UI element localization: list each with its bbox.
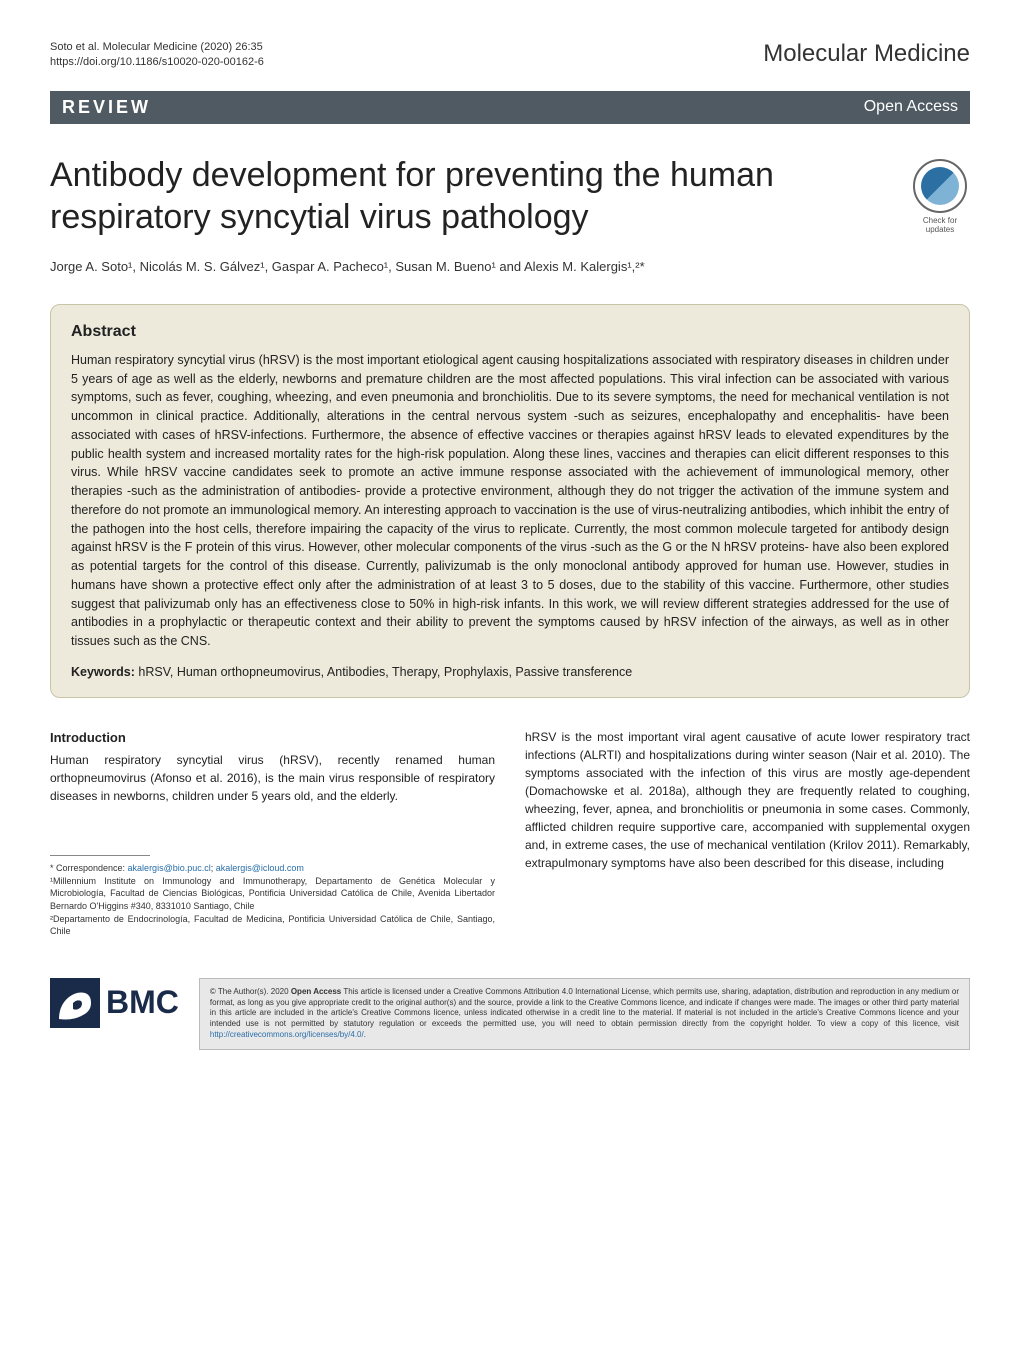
citation-line1: Soto et al. Molecular Medicine (2020) 26… (50, 40, 264, 55)
body-columns: Introduction Human respiratory syncytial… (50, 728, 970, 938)
bmc-logo: BMC (50, 978, 179, 1028)
bmc-square-icon (50, 978, 100, 1028)
citation-block: Soto et al. Molecular Medicine (2020) 26… (50, 40, 264, 71)
bmc-text: BMC (106, 984, 179, 1021)
open-access-label: Open Access (864, 98, 958, 116)
introduction-heading: Introduction (50, 728, 495, 748)
correspondence-label: * Correspondence: (50, 863, 128, 873)
article-title: Antibody development for preventing the … (50, 154, 890, 239)
keywords-label: Keywords: (71, 665, 135, 679)
check-updates-badge[interactable]: Check for updates (910, 159, 970, 234)
affiliation-2: ²Departamento de Endocrinología, Faculta… (50, 913, 495, 938)
abstract-text: Human respiratory syncytial virus (hRSV)… (71, 351, 949, 651)
left-column: Introduction Human respiratory syncytial… (50, 728, 495, 938)
check-updates-text: Check for updates (910, 216, 970, 234)
intro-paragraph-right: hRSV is the most important viral agent c… (525, 728, 970, 872)
review-bar: REVIEW Open Access (50, 91, 970, 124)
check-updates-icon (913, 159, 967, 213)
right-column: hRSV is the most important viral agent c… (525, 728, 970, 938)
intro-paragraph-left: Human respiratory syncytial virus (hRSV)… (50, 751, 495, 805)
title-row: Antibody development for preventing the … (50, 154, 970, 239)
license-url[interactable]: http://creativecommons.org/licenses/by/4… (210, 1030, 364, 1039)
license-end: . (364, 1030, 366, 1039)
correspondence-email-2[interactable]: akalergis@icloud.com (216, 863, 304, 873)
review-label: REVIEW (62, 97, 151, 118)
abstract-box: Abstract Human respiratory syncytial vir… (50, 304, 970, 698)
license-open-access: Open Access (291, 987, 341, 996)
affiliation-1: ¹Millennium Institute on Immunology and … (50, 875, 495, 913)
footnote-separator (50, 855, 150, 856)
journal-name: Molecular Medicine (763, 40, 970, 68)
license-box: © The Author(s). 2020 Open Access This a… (199, 978, 970, 1050)
authors-line: Jorge A. Soto¹, Nicolás M. S. Gálvez¹, G… (50, 259, 970, 274)
footer-bar: BMC © The Author(s). 2020 Open Access Th… (50, 968, 970, 1050)
footnotes-block: * Correspondence: akalergis@bio.puc.cl; … (50, 862, 495, 938)
citation-line2: https://doi.org/10.1186/s10020-020-00162… (50, 55, 264, 70)
abstract-heading: Abstract (71, 323, 949, 341)
correspondence-line: * Correspondence: akalergis@bio.puc.cl; … (50, 862, 495, 875)
license-prefix: © The Author(s). 2020 (210, 987, 291, 996)
header-section: Soto et al. Molecular Medicine (2020) 26… (50, 40, 970, 71)
keywords-line: Keywords: hRSV, Human orthopneumovirus, … (71, 665, 949, 679)
correspondence-email-1[interactable]: akalergis@bio.puc.cl (128, 863, 211, 873)
keywords-values: hRSV, Human orthopneumovirus, Antibodies… (135, 665, 632, 679)
